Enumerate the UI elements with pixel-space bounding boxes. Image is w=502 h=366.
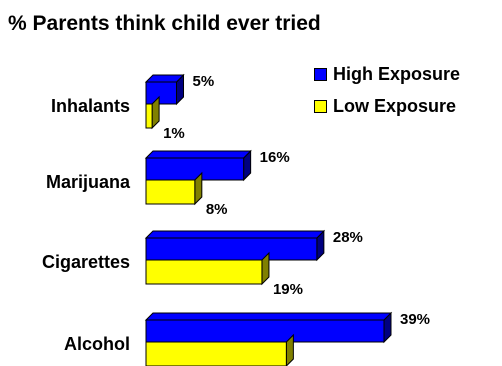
- legend-label-high-exposure: High Exposure: [333, 64, 461, 84]
- bar-high-exposure-marijuana: [145, 157, 245, 181]
- legend-label-low-exposure: Low Exposure: [333, 96, 457, 116]
- bar-top-high-exposure-alcohol: [144, 312, 393, 321]
- bar-low-exposure-cigarettes: [145, 259, 263, 285]
- data-label-high-exposure-inhalants: 5%: [193, 73, 215, 90]
- bar-top-high-exposure-cigarettes: [144, 230, 326, 239]
- bar-low-exposure-inhalants: [145, 103, 153, 129]
- data-label-low-exposure-marijuana: 8%: [206, 201, 228, 218]
- bar-high-exposure-alcohol: [145, 319, 385, 343]
- bar-top-high-exposure-marijuana: [144, 150, 252, 159]
- data-label-low-exposure-cigarettes: 19%: [273, 281, 303, 298]
- category-label-cigarettes: Cigarettes: [42, 252, 130, 272]
- category-label-inhalants: Inhalants: [51, 96, 130, 116]
- data-label-low-exposure-alcohol: 23%: [297, 363, 327, 366]
- legend-swatch-high-exposure: [314, 68, 327, 81]
- bar-high-exposure-inhalants: [145, 81, 178, 105]
- data-label-low-exposure-inhalants: 1%: [163, 125, 185, 142]
- chart-title: % Parents think child ever tried: [8, 12, 321, 35]
- legend-item-high-exposure: High Exposure: [314, 64, 460, 85]
- bar-top-high-exposure-inhalants: [144, 74, 185, 83]
- bar-high-exposure-cigarettes: [145, 237, 318, 261]
- legend-swatch-low-exposure: [314, 100, 327, 113]
- category-label-marijuana: Marijuana: [46, 172, 131, 192]
- category-label-alcohol: Alcohol: [64, 334, 130, 354]
- data-label-high-exposure-marijuana: 16%: [260, 149, 290, 166]
- data-label-high-exposure-alcohol: 39%: [400, 311, 430, 328]
- data-label-high-exposure-cigarettes: 28%: [333, 229, 363, 246]
- legend-item-low-exposure: Low Exposure: [314, 96, 456, 117]
- bar-low-exposure-alcohol: [145, 341, 287, 366]
- bar-low-exposure-marijuana: [145, 179, 196, 205]
